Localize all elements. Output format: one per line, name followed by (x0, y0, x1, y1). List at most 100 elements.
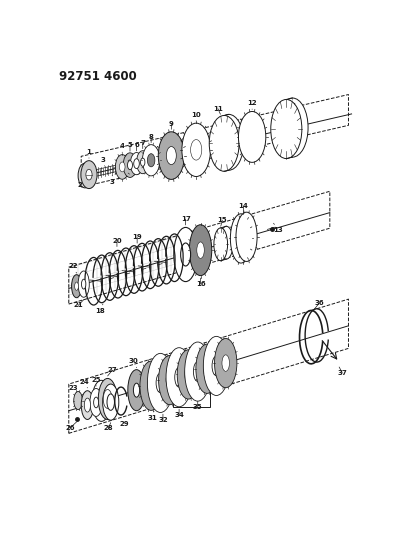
Ellipse shape (181, 243, 190, 266)
Ellipse shape (134, 159, 139, 168)
Ellipse shape (215, 338, 237, 387)
Ellipse shape (214, 228, 228, 261)
Ellipse shape (71, 274, 81, 298)
Text: 1: 1 (87, 149, 91, 158)
Ellipse shape (156, 373, 165, 393)
Ellipse shape (175, 367, 183, 387)
Ellipse shape (277, 98, 308, 157)
Ellipse shape (185, 342, 211, 401)
Ellipse shape (209, 116, 239, 171)
Text: 8: 8 (149, 134, 154, 143)
Ellipse shape (174, 228, 197, 281)
Text: 11: 11 (213, 106, 223, 114)
Ellipse shape (190, 140, 202, 160)
Text: 33: 33 (186, 360, 196, 369)
Text: 36: 36 (314, 301, 324, 309)
Ellipse shape (236, 212, 257, 261)
Ellipse shape (81, 279, 86, 289)
Ellipse shape (141, 158, 145, 166)
Ellipse shape (193, 362, 202, 382)
Ellipse shape (78, 163, 92, 188)
Text: 27: 27 (107, 367, 117, 376)
Ellipse shape (185, 366, 192, 383)
Text: 30: 30 (129, 359, 138, 368)
Ellipse shape (75, 282, 79, 290)
Text: 26: 26 (66, 422, 77, 431)
Ellipse shape (203, 336, 229, 395)
Ellipse shape (158, 356, 181, 405)
Ellipse shape (182, 123, 211, 176)
Text: 15: 15 (217, 217, 227, 226)
Ellipse shape (103, 390, 112, 408)
Ellipse shape (134, 383, 140, 397)
Text: 25: 25 (91, 377, 101, 386)
Ellipse shape (142, 144, 160, 176)
Text: 3: 3 (109, 175, 114, 185)
Text: 17: 17 (181, 216, 190, 225)
Bar (173, 374, 210, 407)
Ellipse shape (98, 378, 117, 419)
Ellipse shape (203, 360, 211, 377)
Ellipse shape (239, 111, 266, 163)
Ellipse shape (148, 353, 174, 413)
Ellipse shape (103, 384, 119, 420)
Text: 37: 37 (337, 367, 347, 376)
Text: 3: 3 (101, 157, 105, 166)
Text: 10: 10 (191, 112, 201, 121)
Text: 13: 13 (273, 223, 283, 233)
Ellipse shape (86, 169, 92, 180)
Ellipse shape (92, 381, 111, 422)
Text: 34: 34 (174, 409, 184, 418)
Text: 11: 11 (288, 100, 298, 109)
Ellipse shape (140, 361, 162, 410)
Ellipse shape (81, 391, 94, 419)
Text: 22: 22 (68, 263, 77, 273)
Ellipse shape (115, 155, 129, 179)
Ellipse shape (130, 152, 143, 175)
Ellipse shape (158, 132, 184, 180)
Text: 21: 21 (73, 300, 84, 309)
Text: 2: 2 (77, 178, 84, 188)
Ellipse shape (222, 355, 229, 372)
Ellipse shape (177, 350, 200, 399)
Ellipse shape (123, 153, 137, 177)
Ellipse shape (212, 356, 221, 376)
Ellipse shape (74, 392, 83, 409)
Ellipse shape (219, 227, 233, 259)
Ellipse shape (81, 160, 97, 189)
Text: 24: 24 (79, 379, 89, 388)
Ellipse shape (196, 344, 218, 393)
Text: 9: 9 (169, 120, 174, 130)
Text: 28: 28 (103, 423, 113, 431)
Text: 92751 4600: 92751 4600 (59, 70, 137, 83)
Ellipse shape (189, 225, 212, 276)
Text: 18: 18 (95, 304, 105, 313)
Text: 29: 29 (119, 417, 129, 426)
Ellipse shape (166, 372, 174, 388)
Text: 16: 16 (196, 278, 205, 287)
Ellipse shape (78, 271, 89, 297)
Ellipse shape (214, 115, 244, 170)
Ellipse shape (90, 389, 102, 416)
Text: 7: 7 (140, 140, 145, 149)
Ellipse shape (230, 214, 251, 263)
Text: 35: 35 (193, 401, 203, 410)
Ellipse shape (271, 100, 302, 158)
Text: 31: 31 (148, 411, 158, 421)
Ellipse shape (148, 154, 155, 167)
Ellipse shape (107, 394, 114, 410)
Ellipse shape (84, 398, 91, 412)
Ellipse shape (128, 160, 132, 169)
Ellipse shape (119, 162, 125, 172)
Text: 6: 6 (134, 142, 139, 151)
Text: 20: 20 (112, 238, 122, 247)
Ellipse shape (128, 370, 145, 411)
Text: 19: 19 (132, 235, 142, 243)
Text: 4: 4 (120, 143, 125, 152)
Text: 5: 5 (128, 142, 132, 151)
Text: 32: 32 (158, 414, 168, 423)
Ellipse shape (93, 397, 99, 408)
Ellipse shape (197, 242, 204, 259)
Ellipse shape (166, 348, 192, 407)
Text: 12: 12 (247, 100, 257, 109)
